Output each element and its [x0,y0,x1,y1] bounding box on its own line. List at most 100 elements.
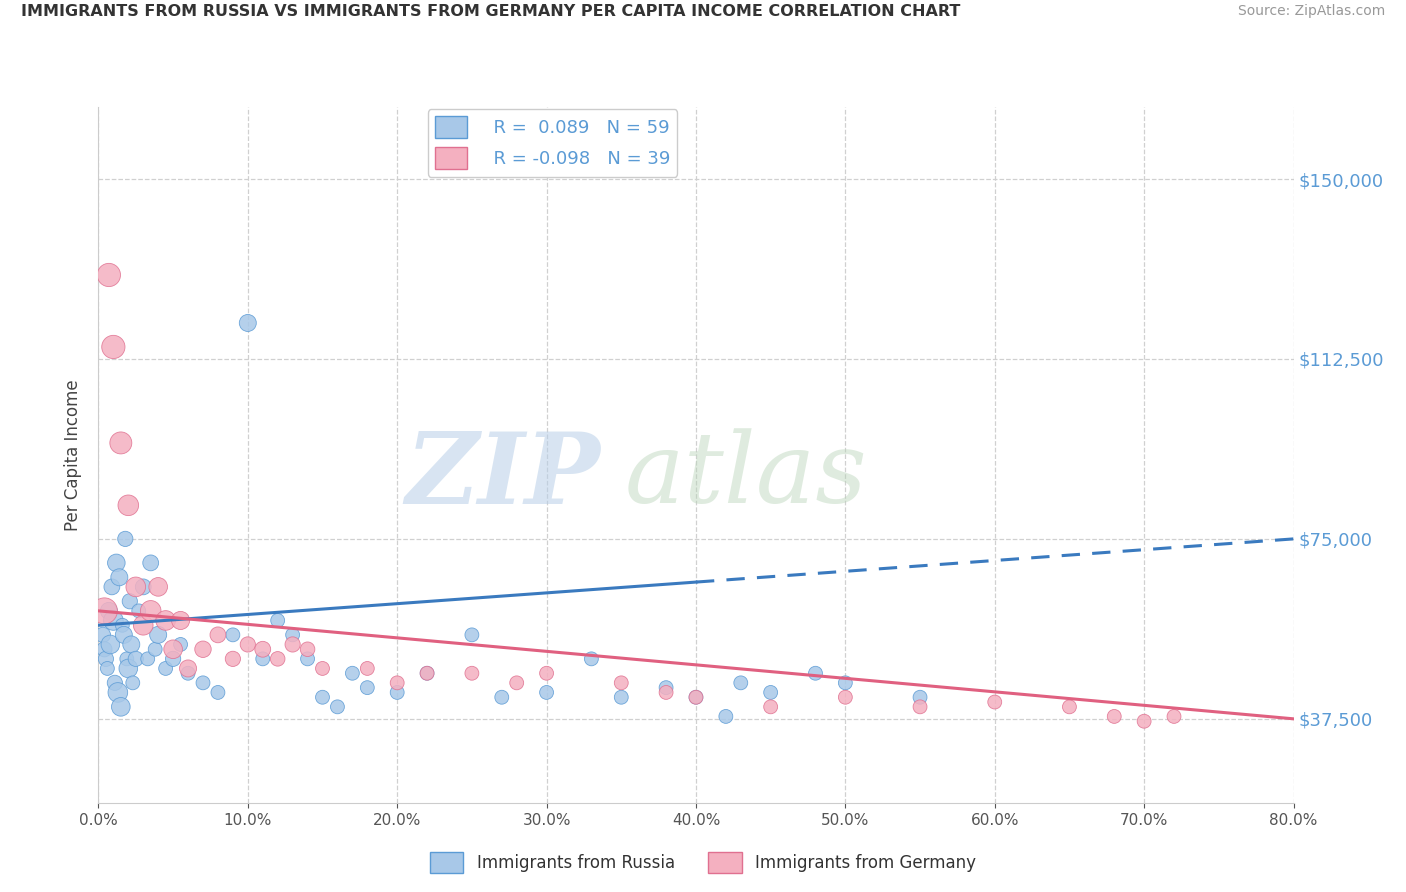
Point [252,652,274,666]
Point [804,666,827,681]
Point [110,436,132,450]
Point [93,604,115,618]
Text: Source: ZipAtlas.com: Source: ZipAtlas.com [1237,4,1385,19]
Text: IMMIGRANTS FROM RUSSIA VS IMMIGRANTS FROM GERMANY PER CAPITA INCOME CORRELATION : IMMIGRANTS FROM RUSSIA VS IMMIGRANTS FRO… [21,4,960,20]
Point [191,676,214,690]
Point [236,316,259,330]
Point [491,690,513,705]
Point [236,637,259,651]
Point [461,666,484,681]
Point [326,699,349,714]
Point [121,676,143,690]
Point [139,556,162,570]
Point [610,676,633,690]
Point [297,652,319,666]
Point [685,690,707,705]
Point [655,685,678,699]
Point [834,676,856,690]
Point [148,580,170,594]
Point [120,637,142,651]
Point [908,699,931,714]
Y-axis label: Per Capita Income: Per Capita Income [65,379,83,531]
Point [97,268,120,282]
Point [730,676,752,690]
Point [139,604,162,618]
Point [252,642,274,657]
Point [118,594,141,608]
Point [685,690,707,705]
Point [207,685,229,699]
Point [162,642,184,657]
Point [125,580,148,594]
Point [984,695,1007,709]
Point [416,666,439,681]
Point [112,628,135,642]
Point [148,628,170,642]
Point [162,652,184,666]
Point [96,661,118,675]
Point [759,699,782,714]
Point [155,614,177,628]
Point [385,676,409,690]
Point [143,642,166,657]
Legend: Immigrants from Russia, Immigrants from Germany: Immigrants from Russia, Immigrants from … [423,846,983,880]
Point [536,685,558,699]
Point [169,614,191,628]
Point [461,628,484,642]
Point [281,628,304,642]
Point [311,661,333,675]
Point [100,637,122,651]
Point [1163,709,1185,723]
Point [105,556,128,570]
Point [128,604,150,618]
Point [91,628,114,642]
Point [103,614,125,628]
Point [1133,714,1156,729]
Point [136,652,159,666]
Point [94,652,117,666]
Point [103,340,125,354]
Point [132,580,155,594]
Point [177,661,200,675]
Point [177,666,200,681]
Point [101,580,124,594]
Point [125,652,148,666]
Point [267,614,290,628]
Point [759,685,782,699]
Point [908,690,931,705]
Point [104,676,127,690]
Point [1102,709,1125,723]
Point [97,604,120,618]
Point [108,570,131,584]
Point [117,498,139,512]
Point [311,690,333,705]
Point [117,661,139,675]
Legend:   R =  0.089   N = 59,   R = -0.098   N = 39: R = 0.089 N = 59, R = -0.098 N = 39 [427,109,678,177]
Point [297,642,319,657]
Point [536,666,558,681]
Text: atlas: atlas [624,428,868,524]
Point [714,709,737,723]
Point [111,618,134,632]
Point [110,699,132,714]
Point [93,642,115,657]
Point [356,661,378,675]
Point [222,652,245,666]
Point [506,676,529,690]
Point [385,685,409,699]
Point [191,642,214,657]
Point [132,618,155,632]
Point [416,666,439,681]
Point [267,652,290,666]
Point [1059,699,1081,714]
Point [834,690,856,705]
Text: ZIP: ZIP [405,427,600,524]
Point [342,666,364,681]
Point [115,652,138,666]
Point [169,637,191,651]
Point [356,681,378,695]
Point [281,637,304,651]
Point [655,681,678,695]
Point [114,532,136,546]
Point [207,628,229,642]
